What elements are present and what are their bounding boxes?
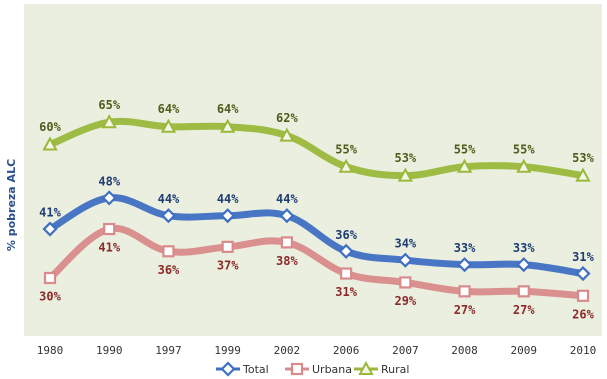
marker-total-1990 [101, 190, 117, 206]
x-tick-2002: 2002 [274, 344, 301, 357]
data-label-rural-2010: 53% [572, 151, 594, 165]
marker-total-1999 [220, 208, 236, 224]
marker-total-1980 [42, 221, 58, 237]
marker-rural-2008 [456, 158, 473, 173]
legend-marker-total [220, 361, 236, 377]
data-label-total-2008: 33% [454, 241, 476, 255]
marker-urbana-2002 [280, 236, 293, 249]
series-lines [46, 117, 587, 300]
legend-label-urbana: Urbana [312, 363, 352, 376]
data-label-rural-1980: 60% [39, 120, 61, 134]
x-tick-1990: 1990 [96, 344, 123, 357]
data-label-urbana-1990: 41% [98, 241, 120, 255]
marker-total-2010 [575, 265, 591, 282]
data-label-rural-2009: 55% [513, 142, 535, 156]
marker-urbana-2010 [576, 289, 590, 302]
marker-rural-2002 [279, 127, 295, 142]
x-tick-2007: 2007 [392, 344, 419, 357]
legend-label-total: Total [242, 363, 269, 376]
data-label-rural-1997: 64% [158, 102, 180, 116]
marker-total-2007 [397, 252, 413, 268]
x-tick-1997: 1997 [155, 344, 182, 357]
data-label-total-2007: 34% [394, 237, 416, 251]
marker-urbana-2009 [517, 285, 530, 298]
data-label-urbana-1999: 37% [217, 258, 239, 272]
marker-rural-1990 [101, 114, 117, 129]
series-markers [42, 114, 591, 302]
marker-urbana-2006 [340, 267, 353, 280]
data-label-total-2006: 36% [335, 228, 357, 242]
marker-rural-2010 [575, 167, 591, 182]
marker-urbana-2008 [458, 285, 471, 298]
data-label-urbana-2007: 29% [394, 294, 416, 308]
x-tick-1999: 1999 [214, 344, 241, 357]
marker-urbana-1980 [43, 271, 57, 285]
marker-rural-1980 [42, 136, 58, 151]
marker-urbana-1999 [221, 240, 234, 253]
data-label-rural-2002: 62% [276, 111, 298, 125]
marker-total-2008 [456, 257, 473, 273]
marker-total-2006 [338, 243, 354, 259]
x-axis-ticks: 1980 1990 1997 1999 2002 2006 2007 2008 2009 2010 [37, 344, 597, 357]
data-label-total-2010: 31% [572, 250, 594, 264]
legend: Total Urbana Rural [216, 360, 409, 377]
x-tick-2010: 2010 [570, 344, 597, 357]
legend-marker-rural [358, 360, 374, 375]
marker-rural-1997 [160, 118, 177, 133]
data-label-total-2002: 44% [276, 192, 298, 206]
series-line-total [46, 194, 587, 278]
data-label-urbana-2010: 26% [572, 307, 594, 321]
marker-total-2002 [279, 208, 295, 224]
data-label-rural-2008: 55% [454, 142, 476, 156]
data-label-urbana-2006: 31% [335, 285, 357, 299]
series-line-rural [46, 117, 587, 180]
data-label-urbana-1980: 30% [39, 290, 61, 304]
y-axis-label: % pobreza ALC [5, 159, 18, 251]
data-label-urbana-1997: 36% [158, 263, 180, 277]
marker-urbana-1997 [162, 245, 175, 258]
marker-rural-2009 [516, 158, 532, 173]
data-label-total-1999: 44% [217, 192, 239, 206]
data-label-urbana-2002: 38% [276, 254, 298, 268]
marker-rural-2006 [338, 158, 354, 173]
data-label-total-1997: 44% [158, 192, 180, 206]
marker-rural-2007 [397, 167, 414, 182]
data-label-total-1980: 41% [39, 206, 61, 220]
marker-rural-1999 [219, 118, 236, 133]
data-label-total-1990: 48% [98, 174, 120, 188]
series-line-urbana [46, 224, 587, 300]
x-tick-1980: 1980 [37, 344, 64, 357]
x-tick-2006: 2006 [333, 344, 360, 357]
plot-area [24, 4, 602, 336]
data-label-urbana-2009: 27% [513, 303, 535, 317]
data-label-rural-1990: 65% [98, 98, 120, 112]
legend-label-rural: Rural [381, 363, 409, 376]
marker-urbana-1990 [103, 222, 116, 236]
data-labels: 41% 48% 44% 44% 44% 36% 34% 33% 33% 31% 30% 41% 36% 3… [39, 98, 594, 322]
marker-total-2009 [516, 257, 532, 273]
data-label-rural-2006: 55% [335, 142, 357, 156]
data-label-urbana-2008: 27% [454, 303, 476, 317]
marker-total-1997 [160, 208, 177, 224]
legend-marker-urbana [290, 362, 304, 376]
x-tick-2008: 2008 [451, 344, 478, 357]
data-label-rural-2007: 53% [394, 151, 416, 165]
data-label-total-2009: 33% [513, 241, 535, 255]
x-tick-2009: 2009 [511, 344, 538, 357]
data-label-rural-1999: 64% [217, 102, 239, 116]
marker-urbana-2007 [399, 276, 412, 289]
